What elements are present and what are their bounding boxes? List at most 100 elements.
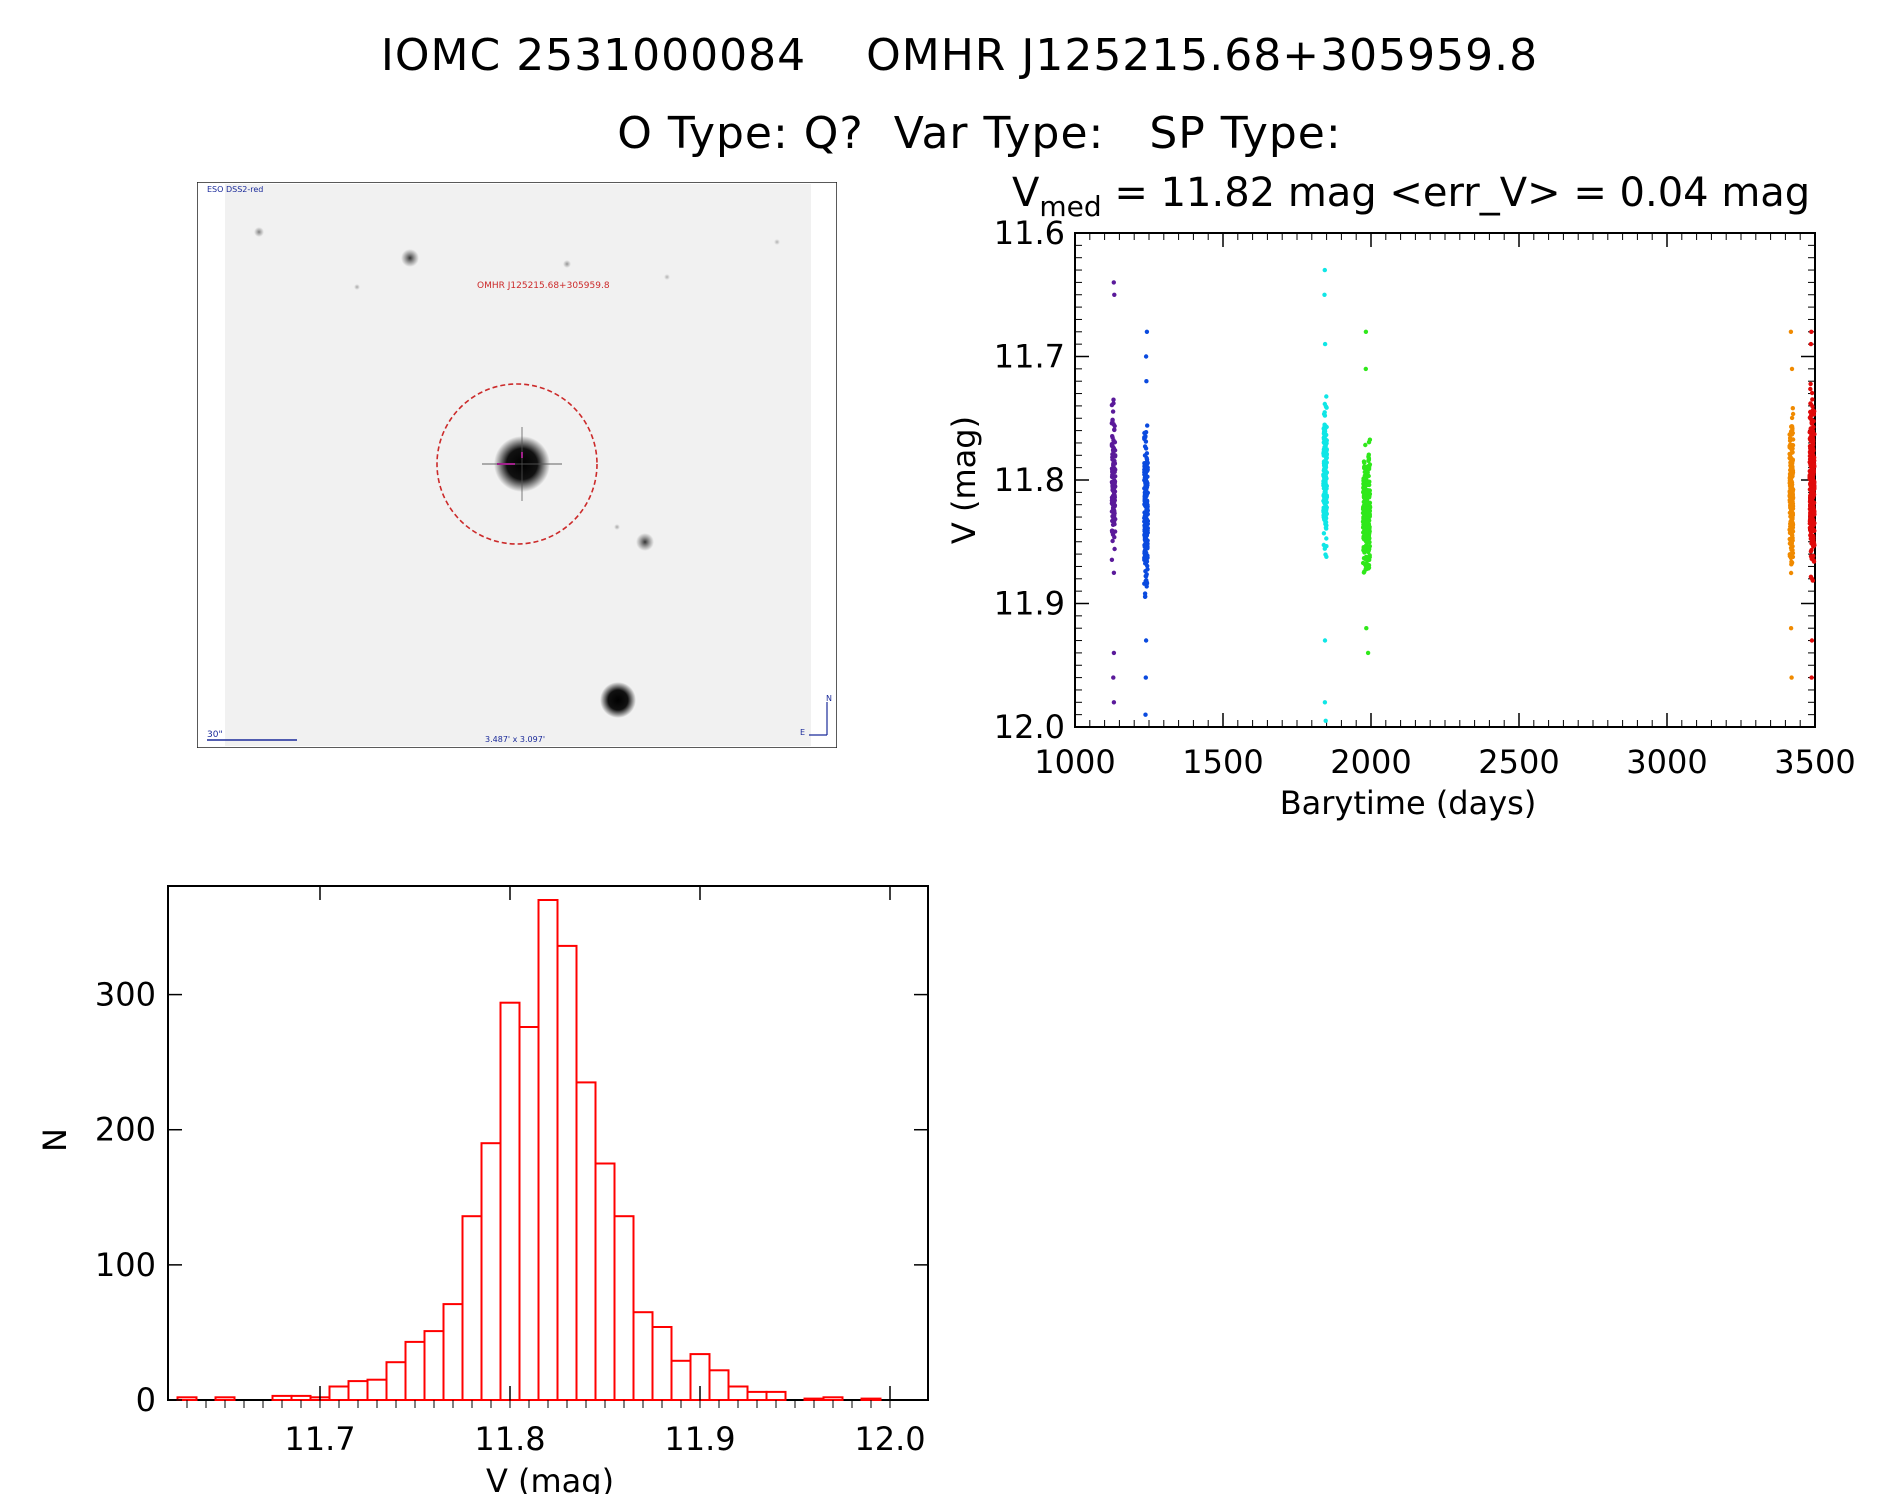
data-point	[1365, 525, 1371, 530]
data-point	[1144, 525, 1149, 531]
data-point	[1365, 488, 1371, 493]
data-point	[1787, 510, 1793, 515]
data-point	[1110, 500, 1115, 505]
data-point	[1790, 550, 1795, 556]
data-point	[1321, 513, 1327, 519]
data-point	[1812, 512, 1817, 517]
data-point	[1789, 510, 1795, 515]
data-point	[1808, 413, 1814, 418]
data-point	[1324, 394, 1329, 399]
data-point	[1788, 492, 1793, 497]
data-point	[1143, 446, 1149, 451]
data-point	[1790, 430, 1796, 436]
data-point	[1364, 564, 1369, 569]
data-point	[1790, 533, 1795, 538]
data-point	[1363, 467, 1369, 472]
data-point	[1366, 522, 1372, 527]
data-point	[1787, 552, 1793, 557]
var-type: Var Type:	[893, 108, 1105, 159]
data-point	[1111, 513, 1116, 518]
object-type: O Type: Q?	[617, 108, 864, 159]
data-point	[1361, 490, 1366, 495]
histogram-bar	[271, 1394, 293, 1402]
data-point	[1808, 498, 1813, 503]
data-point	[1144, 479, 1149, 484]
data-point	[1788, 555, 1794, 560]
data-point	[1144, 479, 1149, 484]
data-point	[1807, 415, 1813, 420]
data-point	[1808, 481, 1813, 486]
data-point	[1321, 492, 1327, 497]
data-point	[1809, 520, 1815, 525]
data-point	[1142, 502, 1148, 508]
data-point	[1787, 438, 1793, 443]
data-point	[1787, 452, 1793, 457]
data-point	[1787, 536, 1792, 542]
data-point	[1812, 528, 1817, 533]
data-point	[1323, 512, 1328, 517]
data-point	[1144, 507, 1149, 512]
data-point	[1808, 525, 1814, 530]
data-point	[1361, 514, 1366, 520]
data-point	[1111, 449, 1116, 454]
data-point	[1143, 529, 1148, 534]
data-point	[1142, 581, 1147, 586]
data-point	[1110, 467, 1115, 472]
data-point	[1324, 460, 1329, 465]
data-point	[1811, 470, 1816, 475]
histogram-bar	[328, 1385, 350, 1401]
data-point	[1109, 495, 1115, 500]
data-point	[1362, 485, 1367, 490]
data-point	[1109, 509, 1115, 514]
data-point	[1367, 540, 1372, 545]
data-point	[1809, 500, 1814, 505]
data-point	[1365, 468, 1370, 473]
data-point	[1361, 515, 1366, 521]
data-point	[1788, 467, 1793, 473]
data-point	[1142, 557, 1147, 563]
data-point	[1112, 481, 1117, 486]
data-point	[1363, 508, 1368, 513]
data-point	[1321, 460, 1327, 466]
data-point	[1111, 496, 1117, 501]
data-point	[1142, 430, 1147, 436]
data-point	[1809, 538, 1815, 543]
data-point	[1362, 537, 1368, 542]
data-point	[1787, 455, 1793, 461]
data-point	[1790, 525, 1796, 530]
data-point	[1789, 471, 1795, 476]
x-tick-label: 3000	[1626, 743, 1707, 781]
data-point	[1809, 431, 1814, 437]
data-point	[1363, 517, 1369, 523]
data-point	[1789, 424, 1794, 429]
data-point	[1364, 533, 1369, 538]
data-point	[1321, 426, 1326, 431]
data-point	[1111, 453, 1117, 458]
data-point	[1110, 457, 1115, 462]
data-point	[1787, 478, 1793, 483]
data-point	[1111, 500, 1116, 505]
data-point	[1143, 477, 1148, 483]
data-point	[1110, 469, 1115, 475]
data-point	[1143, 526, 1149, 532]
data-point	[1790, 495, 1796, 500]
data-point	[1809, 466, 1815, 471]
data-point	[1788, 446, 1794, 451]
data-point	[1112, 440, 1118, 445]
data-point	[1365, 510, 1370, 515]
data-point	[1142, 467, 1147, 472]
data-point	[1789, 465, 1794, 470]
data-point	[1366, 526, 1372, 531]
data-point	[1361, 494, 1367, 500]
data-point	[1809, 420, 1815, 425]
data-point	[1324, 554, 1329, 559]
data-point	[1790, 492, 1796, 498]
data-point	[1109, 442, 1115, 447]
data-point	[1788, 530, 1793, 535]
data-point	[1789, 472, 1794, 477]
data-point	[1809, 464, 1814, 470]
data-point	[1807, 473, 1812, 478]
data-point	[1144, 553, 1150, 558]
data-point	[1366, 566, 1371, 571]
data-point	[1363, 513, 1369, 518]
